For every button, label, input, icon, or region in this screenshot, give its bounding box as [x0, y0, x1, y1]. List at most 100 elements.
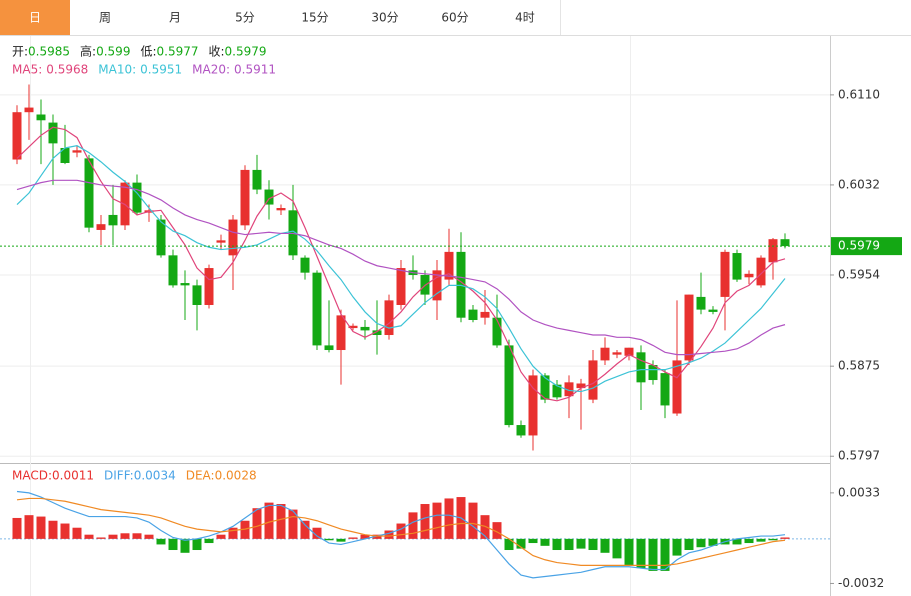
legend-value: 0.0034: [134, 469, 176, 483]
macd-bar: [228, 527, 238, 539]
macd-bar: [732, 538, 742, 545]
legend-value: 0.5968: [46, 63, 88, 77]
candle-body: [504, 345, 514, 426]
macd-bar: [708, 538, 718, 546]
tab[interactable]: [420, 0, 490, 35]
macd-bar: [420, 504, 430, 539]
candle-body: [444, 251, 454, 280]
macd-bar: [432, 502, 442, 539]
tab[interactable]: [490, 0, 560, 35]
macd-bar: [780, 537, 790, 539]
tab-label[interactable]: 4时: [515, 11, 535, 25]
macd-bar: [384, 530, 394, 539]
tab-label[interactable]: 30分: [371, 11, 398, 25]
candle-body: [24, 107, 34, 113]
macd-bar: [168, 538, 178, 551]
legend-label: DEA:: [186, 469, 215, 483]
macd-bar: [612, 538, 622, 559]
candle-body: [276, 208, 286, 211]
macd-bar: [468, 502, 478, 539]
y-tick-label: 0.0033: [838, 485, 880, 499]
macd-bar: [240, 520, 250, 539]
candle-body: [204, 268, 214, 305]
candle-body: [756, 257, 766, 286]
legend-label: MACD:: [12, 469, 52, 483]
macd-bar: [288, 509, 298, 539]
candle-body: [60, 147, 70, 163]
macd-bar: [324, 538, 334, 541]
legend-value: 0.5985: [28, 45, 70, 59]
candle-body: [48, 122, 58, 144]
macd-bar: [648, 538, 658, 571]
candle-body: [348, 325, 358, 329]
candle-body: [576, 383, 586, 389]
tab[interactable]: [280, 0, 350, 35]
tab-label[interactable]: 60分: [441, 11, 468, 25]
macd-bar: [552, 538, 562, 551]
macd-bar: [204, 538, 214, 544]
tab-label[interactable]: 月: [169, 11, 181, 25]
macd-bar: [312, 527, 322, 539]
candle-body: [480, 311, 490, 318]
macd-bar: [696, 538, 706, 548]
macd-bar: [528, 538, 538, 544]
candle-body: [36, 114, 46, 121]
macd-bar: [564, 538, 574, 551]
candle-body: [468, 309, 478, 320]
y-tick-label: 0.5875: [838, 359, 880, 373]
tab-label[interactable]: 日: [29, 11, 41, 25]
candle-body: [624, 347, 634, 356]
macd-bar: [756, 538, 766, 542]
tab[interactable]: [210, 0, 280, 35]
legend-value: 0.0011: [52, 469, 94, 483]
legend-label: DIFF:: [104, 469, 134, 483]
tab-label[interactable]: 5分: [235, 11, 255, 25]
candle-body: [384, 300, 394, 336]
candle-body: [228, 219, 238, 256]
macd-bar: [48, 520, 58, 539]
macd-bar: [180, 538, 190, 553]
candle-body: [732, 253, 742, 280]
candle-body: [744, 273, 754, 278]
macd-bar: [132, 533, 142, 539]
macd-bar: [12, 517, 22, 539]
tab[interactable]: [70, 0, 140, 35]
candle-body: [684, 294, 694, 361]
candle-body: [132, 182, 142, 213]
tab[interactable]: [0, 0, 70, 35]
macd-bar: [192, 538, 202, 551]
candle-body: [12, 112, 22, 160]
legend-value: 0.5979: [225, 45, 267, 59]
macd-bar: [108, 534, 118, 539]
macd-line: [16, 490, 786, 579]
candle-body: [192, 285, 202, 305]
candle-body: [336, 315, 346, 351]
candle-body: [372, 330, 382, 336]
macd-bar: [96, 537, 106, 539]
candle-body: [252, 169, 262, 190]
macd-bar: [72, 527, 82, 539]
macd-bar: [576, 538, 586, 549]
tab-label[interactable]: 周: [99, 11, 111, 25]
macd-bar: [36, 516, 46, 539]
legend-value: 0.5911: [234, 63, 276, 77]
candle-body: [492, 317, 502, 346]
macd-bar: [336, 538, 346, 542]
legend-value: 0.5977: [157, 45, 199, 59]
last-price-box: [831, 237, 902, 256]
y-tick-label: 0.5954: [838, 267, 880, 281]
macd-bar: [120, 533, 130, 539]
macd-bar: [516, 538, 526, 549]
tab[interactable]: [140, 0, 210, 35]
legend-value: 0.599: [96, 45, 130, 59]
macd-bar: [444, 498, 454, 539]
candle-body: [324, 345, 334, 351]
macd-bar: [744, 538, 754, 544]
macd-bar: [684, 538, 694, 551]
legend-label: 高:: [80, 44, 96, 59]
tab-label[interactable]: 15分: [301, 11, 328, 25]
macd-bar: [660, 538, 670, 571]
tab[interactable]: [350, 0, 420, 35]
